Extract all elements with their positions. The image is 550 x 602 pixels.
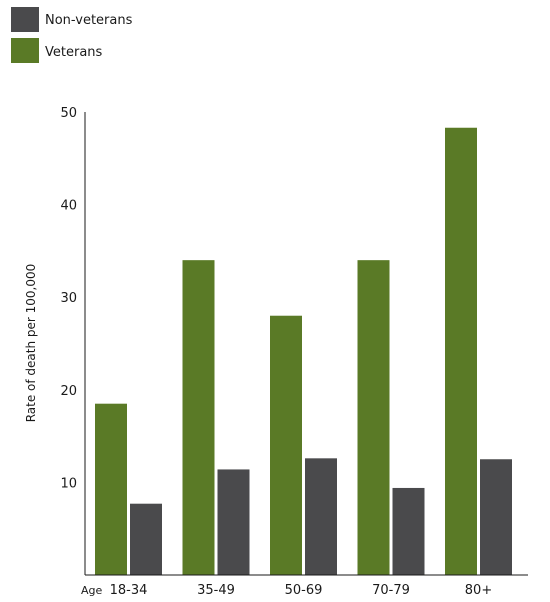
bar-veterans-50-69 xyxy=(270,315,302,575)
x-tick-label: 80+ xyxy=(465,583,492,598)
bar-non-veterans-18-34 xyxy=(130,503,162,575)
bar-veterans-70-79 xyxy=(357,260,390,575)
y-tick-label: 40 xyxy=(60,199,77,214)
legend-label-non-veterans: Non-veterans xyxy=(45,13,133,28)
bars xyxy=(95,127,512,575)
bar-veterans-35-49 xyxy=(182,260,215,575)
x-tick-label: 35-49 xyxy=(197,583,235,598)
bar-non-veterans-50-69 xyxy=(305,458,337,575)
y-axis-ticks: 10 20 30 40 50 xyxy=(60,106,77,491)
x-tick-label: 18-34 xyxy=(110,583,148,598)
y-tick-label: 30 xyxy=(60,291,77,306)
x-axis-title: Age xyxy=(81,584,103,597)
x-axis-ticks: 18-34 35-49 50-69 70-79 80+ xyxy=(110,583,493,598)
bar-non-veterans-35-49 xyxy=(217,469,250,575)
bar-veterans-80- xyxy=(445,127,477,575)
legend-swatch-veterans xyxy=(11,38,39,63)
y-tick-label: 10 xyxy=(60,476,77,491)
legend-label-veterans: Veterans xyxy=(45,45,103,60)
x-tick-label: 50-69 xyxy=(285,583,323,598)
y-tick-label: 50 xyxy=(60,106,77,121)
y-tick-label: 20 xyxy=(60,384,77,399)
y-axis-title: Rate of death per 100,000 xyxy=(24,264,38,423)
bar-non-veterans-80- xyxy=(480,459,512,575)
bar-non-veterans-70-79 xyxy=(392,487,425,575)
x-tick-label: 70-79 xyxy=(372,583,410,598)
legend: Non-veterans Veterans xyxy=(11,7,133,63)
bar-veterans-18-34 xyxy=(95,403,127,575)
legend-swatch-non-veterans xyxy=(11,7,39,32)
